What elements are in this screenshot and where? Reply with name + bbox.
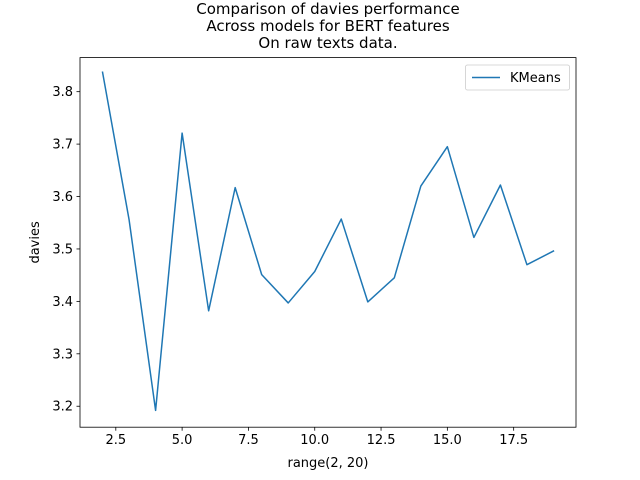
plot-frame [79, 57, 577, 428]
x-tick-label: 10.0 [300, 433, 329, 448]
x-tick-label: 7.5 [238, 433, 259, 448]
legend-frame [465, 64, 570, 91]
y-tick-label: 3.6 [52, 190, 73, 205]
legend-label-kmeans: KMeans [510, 71, 561, 86]
x-axis-ticks: 2.5 5.0 7.5 10.0 12.5 15.0 17.5 [105, 427, 528, 448]
chart-title-line-2: Across models for BERT features [206, 17, 450, 35]
chart-title-line-3: On raw texts data. [258, 34, 398, 52]
y-tick-label: 3.3 [52, 347, 73, 362]
legend: KMeans [465, 64, 570, 91]
x-tick-label: 15.0 [433, 433, 462, 448]
y-tick-label: 3.8 [52, 85, 73, 100]
y-tick-label: 3.2 [52, 400, 73, 415]
y-tick-label: 3.5 [52, 242, 73, 257]
chart-title-line-1: Comparison of davies performance [196, 0, 460, 18]
series-layer [101, 71, 555, 412]
x-tick-label: 17.5 [499, 433, 528, 448]
y-axis-ticks: 3.2 3.3 3.4 3.5 3.6 3.7 3.8 [52, 85, 80, 415]
x-tick-label: 5.0 [172, 433, 193, 448]
y-tick-label: 3.4 [52, 295, 73, 310]
series-line-kmeans [101, 71, 555, 412]
y-tick-label: 3.7 [52, 138, 73, 153]
x-axis-label: range(2, 20) [287, 456, 368, 471]
x-tick-label: 2.5 [105, 433, 126, 448]
chart-title: Comparison of davies performance Across … [0, 0, 640, 52]
y-axis-label: davies [28, 221, 43, 264]
x-tick-label: 12.5 [367, 433, 396, 448]
